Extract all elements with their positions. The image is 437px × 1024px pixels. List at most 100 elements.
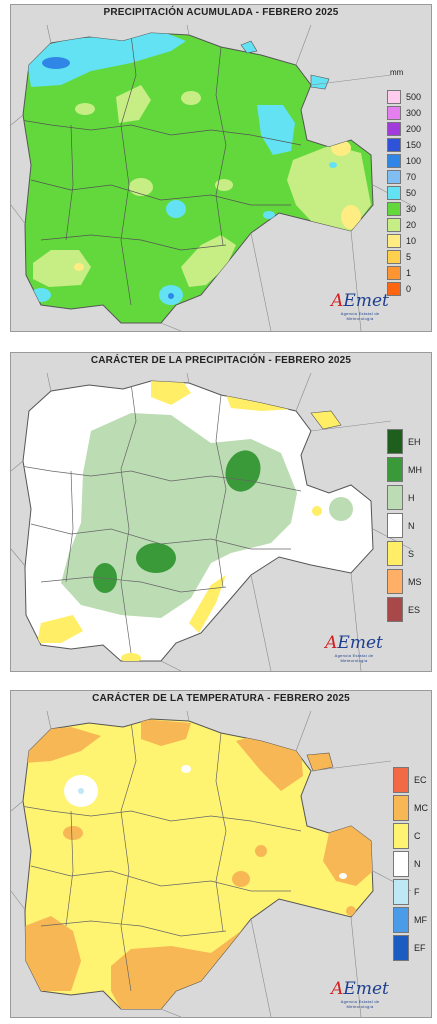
temperature-character-map-panel: CARÁCTER DE LA TEMPERATURA - FEBRERO 202… <box>10 690 432 1018</box>
legend-label: 200 <box>406 124 422 134</box>
legend-item: 70 <box>387 170 416 184</box>
legend-swatch-n <box>393 851 409 877</box>
legend-label: 0 <box>406 284 412 294</box>
precipitation-total-title: PRECIPITACIÓN ACUMULADA - FEBRERO 2025 <box>103 7 339 18</box>
legend-item: MC <box>393 795 428 821</box>
legend-swatch-30 <box>387 202 401 216</box>
legend-item: 150 <box>387 138 421 152</box>
legend-swatch-mf <box>393 907 409 933</box>
legend-label: MF <box>414 915 427 925</box>
legend-label: 70 <box>406 172 417 182</box>
legend-swatch-mh <box>387 457 403 482</box>
legend-item: 0 <box>387 282 411 296</box>
legend-label: 20 <box>406 220 417 230</box>
legend-item: MF <box>393 907 427 933</box>
aemet-logo-subtitle: Agencia Estatal de Meteorología <box>340 311 380 321</box>
legend-label: F <box>414 887 420 897</box>
legend-swatch-5 <box>387 250 401 264</box>
legend-item: ES <box>387 597 420 622</box>
precipitation-character-title: CARÁCTER DE LA PRECIPITACIÓN - FEBRERO 2… <box>90 355 352 366</box>
legend-swatch-500 <box>387 90 401 104</box>
precipitation-total-map-panel: PRECIPITACIÓN ACUMULADA - FEBRERO 2025 m… <box>10 4 432 332</box>
legend-swatch-s <box>387 541 403 566</box>
legend-label: 150 <box>406 140 422 150</box>
legend-item: 200 <box>387 122 421 136</box>
legend-item: MH <box>387 457 422 482</box>
legend-label: MC <box>414 803 428 813</box>
aemet-logo-wordmark: AEmet <box>331 979 389 999</box>
legend-label: N <box>414 859 421 869</box>
legend-item: 30 <box>387 202 416 216</box>
legend-swatch-c <box>393 823 409 849</box>
legend-item: 10 <box>387 234 416 248</box>
precipitation-total-legend: mm 500 300 200 150 100 70 50 30 20 10 5 … <box>387 68 427 308</box>
legend-item: 500 <box>387 90 421 104</box>
legend-item: N <box>387 513 415 538</box>
legend-label: EF <box>414 943 426 953</box>
legend-swatch-mc <box>393 795 409 821</box>
legend-swatch-200 <box>387 122 401 136</box>
legend-swatch-n <box>387 513 403 538</box>
legend-label: 100 <box>406 156 422 166</box>
temperature-character-legend: EC MC C N F MF EF <box>393 767 429 967</box>
legend-item: F <box>393 879 420 905</box>
legend-item: EF <box>393 935 426 961</box>
legend-label: 1 <box>406 268 412 278</box>
legend-item: C <box>393 823 421 849</box>
aemet-logo: AEmet Agencia Estatal de Meteorología <box>323 633 385 664</box>
aemet-logo-subtitle: Agencia Estatal de Meteorología <box>334 653 374 663</box>
legend-label: 500 <box>406 92 422 102</box>
legend-item: 300 <box>387 106 421 120</box>
legend-swatch-10 <box>387 234 401 248</box>
temperature-character-title: CARÁCTER DE LA TEMPERATURA - FEBRERO 202… <box>92 693 350 704</box>
aemet-logo: AEmet Agencia Estatal de Meteorología <box>329 979 391 1010</box>
precipitation-total-map <box>11 5 431 331</box>
legend-swatch-20 <box>387 218 401 232</box>
legend-label: C <box>414 831 421 841</box>
precipitation-legend-unit: mm <box>390 68 404 77</box>
legend-label: MS <box>408 576 422 587</box>
legend-swatch-100 <box>387 154 401 168</box>
legend-item: EH <box>387 429 421 454</box>
aemet-logo-wordmark: AEmet <box>331 291 389 311</box>
legend-item: 50 <box>387 186 416 200</box>
aemet-logo-subtitle: Agencia Estatal de Meteorología <box>340 999 380 1009</box>
legend-item: N <box>393 851 421 877</box>
legend-item: 1 <box>387 266 411 280</box>
legend-swatch-f <box>393 879 409 905</box>
legend-swatch-1 <box>387 266 401 280</box>
legend-label: S <box>408 548 415 559</box>
legend-item: 100 <box>387 154 421 168</box>
legend-label: ES <box>408 604 421 615</box>
legend-label: 5 <box>406 252 412 262</box>
legend-label: EH <box>408 436 421 447</box>
legend-label: N <box>408 520 415 531</box>
precipitation-character-legend: EH MH H N S MS ES <box>387 429 427 629</box>
legend-swatch-ef <box>393 935 409 961</box>
precipitation-character-map-panel: CARÁCTER DE LA PRECIPITACIÓN - FEBRERO 2… <box>10 352 432 672</box>
legend-swatch-150 <box>387 138 401 152</box>
legend-swatch-ec <box>393 767 409 793</box>
legend-label: 50 <box>406 188 417 198</box>
legend-swatch-ms <box>387 569 403 594</box>
legend-label: 300 <box>406 108 422 118</box>
legend-swatch-300 <box>387 106 401 120</box>
legend-label: H <box>408 492 415 503</box>
legend-swatch-0 <box>387 282 401 296</box>
legend-label: 10 <box>406 236 417 246</box>
legend-item: EC <box>393 767 427 793</box>
legend-item: 20 <box>387 218 416 232</box>
legend-swatch-50 <box>387 186 401 200</box>
legend-swatch-h <box>387 485 403 510</box>
legend-swatch-70 <box>387 170 401 184</box>
legend-item: 5 <box>387 250 411 264</box>
legend-swatch-eh <box>387 429 403 454</box>
legend-item: MS <box>387 569 422 594</box>
legend-label: EC <box>414 775 427 785</box>
aemet-logo-wordmark: AEmet <box>325 633 383 653</box>
legend-item: H <box>387 485 415 510</box>
legend-label: 30 <box>406 204 417 214</box>
legend-swatch-es <box>387 597 403 622</box>
aemet-logo: AEmet Agencia Estatal de Meteorología <box>329 291 391 322</box>
legend-label: MH <box>408 464 422 475</box>
